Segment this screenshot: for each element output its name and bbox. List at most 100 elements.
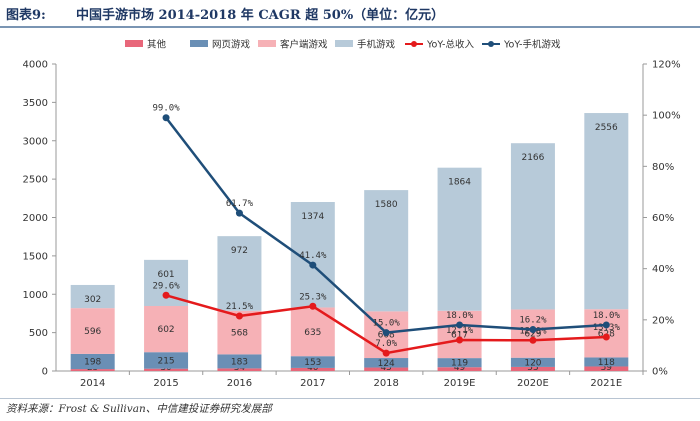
data-label-mobile: 601 bbox=[157, 270, 174, 280]
y-tick-label-right: 100% bbox=[652, 111, 681, 122]
bar-web bbox=[70, 353, 115, 370]
bar-client bbox=[144, 305, 189, 353]
point-label-yoy_total: 29.6% bbox=[153, 281, 181, 291]
data-label-client: 602 bbox=[157, 325, 174, 335]
point-label-yoy_mobile: 18.0% bbox=[593, 311, 621, 321]
bar-other bbox=[584, 366, 629, 371]
bar-client bbox=[70, 308, 115, 354]
point-label-yoy_mobile: 41.4% bbox=[299, 251, 327, 261]
bar-other bbox=[510, 366, 555, 371]
y-tick-label-right: 60% bbox=[652, 213, 674, 224]
data-label-other: 53 bbox=[527, 363, 538, 373]
bar-other bbox=[70, 369, 115, 371]
legend-label: 客户端游戏 bbox=[280, 39, 328, 51]
point-label-yoy_mobile: 99.0% bbox=[153, 104, 181, 114]
source-note: 资料来源：Frost & Sullivan、中信建投证券研究发展部 bbox=[6, 403, 272, 415]
data-label-mobile: 2166 bbox=[521, 153, 544, 163]
legend-swatch-web bbox=[190, 40, 208, 47]
point-yoy_mobile bbox=[309, 261, 317, 269]
bar-mobile bbox=[217, 236, 262, 311]
data-label-web: 183 bbox=[231, 357, 248, 367]
y-tick-label-right: 120% bbox=[652, 60, 681, 71]
point-label-yoy_total: 25.3% bbox=[299, 292, 327, 302]
bar-web bbox=[364, 358, 409, 368]
bar-web bbox=[510, 357, 555, 367]
data-label-mobile: 1374 bbox=[301, 212, 324, 222]
y-tick-label-left: 2000 bbox=[23, 213, 48, 224]
point-yoy_mobile bbox=[529, 326, 537, 334]
legend-label: YoY-总收入 bbox=[426, 39, 474, 51]
legend-swatch-other bbox=[125, 40, 143, 47]
point-yoy_total bbox=[456, 336, 464, 344]
point-yoy_total bbox=[235, 312, 243, 320]
x-tick-label: 2020E bbox=[517, 378, 549, 389]
point-label-yoy_mobile: 15.0% bbox=[373, 319, 401, 329]
legend-label: YoY-手机游戏 bbox=[503, 39, 561, 51]
y-tick-label-left: 500 bbox=[29, 328, 48, 339]
point-label-yoy_mobile: 18.0% bbox=[446, 311, 474, 321]
bar-mobile bbox=[510, 143, 555, 310]
bar-web bbox=[144, 352, 189, 369]
bar-client bbox=[437, 310, 482, 359]
bar-client bbox=[510, 309, 555, 358]
y-tick-label-left: 1000 bbox=[23, 290, 48, 301]
bar-web bbox=[217, 354, 262, 369]
point-yoy_total bbox=[382, 349, 390, 357]
data-label-mobile: 2556 bbox=[595, 123, 618, 133]
bar-other bbox=[437, 367, 482, 371]
x-tick-label: 2015 bbox=[153, 378, 178, 389]
data-label-web: 215 bbox=[157, 356, 174, 366]
bar-mobile bbox=[437, 167, 482, 311]
bar-other bbox=[290, 367, 335, 371]
x-tick-label: 2021E bbox=[590, 378, 622, 389]
x-tick-label: 2016 bbox=[227, 378, 252, 389]
legend-label: 其他 bbox=[147, 39, 167, 51]
y-tick-label-right: 20% bbox=[652, 315, 674, 326]
point-yoy_mobile bbox=[456, 321, 464, 329]
chart-title: 中国手游市场 2014-2018 年 CAGR 超 50%（单位：亿元） bbox=[76, 8, 445, 23]
x-tick-label: 2019E bbox=[444, 378, 476, 389]
y-tick-label-right: 80% bbox=[652, 162, 674, 173]
legend-label: 网页游戏 bbox=[212, 39, 251, 51]
point-label-yoy_total: 7.0% bbox=[375, 339, 397, 349]
bar-web bbox=[290, 356, 335, 368]
y-tick-label-left: 0 bbox=[42, 367, 48, 378]
point-label-yoy_total: 21.5% bbox=[226, 302, 254, 312]
x-tick-label: 2014 bbox=[80, 378, 105, 389]
y-tick-label-left: 1500 bbox=[23, 251, 48, 262]
point-label-yoy_total: 12.1% bbox=[446, 326, 474, 336]
data-label-mobile: 972 bbox=[231, 246, 248, 256]
data-label-other: 40 bbox=[307, 363, 319, 373]
y-tick-label-right: 0% bbox=[652, 367, 668, 378]
bar-mobile bbox=[364, 190, 409, 312]
point-label-yoy_mobile: 16.2% bbox=[519, 316, 547, 326]
legend-label: 手机游戏 bbox=[357, 39, 396, 51]
chart: 0 500 1000 1500 2000 2500 3000 3500 4000 0% 20% 40%… bbox=[23, 39, 681, 390]
data-label-client: 635 bbox=[304, 328, 321, 338]
legend-marker-yoy_total bbox=[411, 41, 417, 47]
bar-mobile bbox=[70, 284, 115, 309]
x-tick-label: 2017 bbox=[300, 378, 325, 389]
data-label-other: 45 bbox=[380, 363, 391, 373]
data-label-other: 49 bbox=[454, 363, 466, 373]
bar-other bbox=[144, 368, 189, 371]
y-tick-label-right: 40% bbox=[652, 264, 674, 275]
point-yoy_mobile bbox=[602, 321, 610, 329]
y-tick-label-left: 4000 bbox=[23, 60, 48, 71]
data-label-web: 198 bbox=[84, 357, 101, 367]
point-yoy_total bbox=[529, 336, 537, 344]
point-yoy_total bbox=[602, 333, 610, 341]
data-label-web: 119 bbox=[451, 359, 468, 369]
bar-other bbox=[217, 368, 262, 371]
point-yoy_mobile bbox=[162, 114, 170, 122]
data-label-other: 59 bbox=[601, 363, 613, 373]
bar-mobile bbox=[584, 113, 629, 310]
legend-marker-yoy_mobile bbox=[488, 41, 494, 47]
y-tick-label-left: 2500 bbox=[23, 175, 48, 186]
title-bar: 图表9: 中国手游市场 2014-2018 年 CAGR 超 50%（单位：亿元… bbox=[0, 0, 700, 28]
data-label-client: 629 bbox=[524, 330, 541, 340]
x-tick-label: 2018 bbox=[373, 378, 398, 389]
data-label-mobile: 1580 bbox=[375, 200, 398, 210]
y-tick-label-left: 3000 bbox=[23, 136, 48, 147]
data-label-client: 617 bbox=[451, 330, 468, 340]
